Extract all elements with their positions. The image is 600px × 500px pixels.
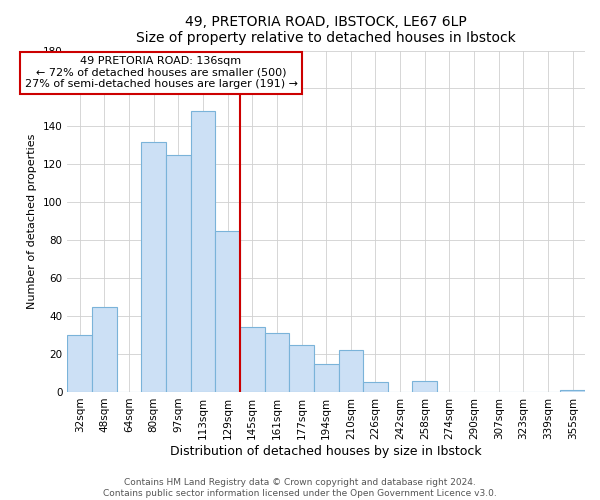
Bar	[191, 111, 215, 392]
Bar	[240, 328, 265, 392]
Bar	[215, 230, 240, 392]
Bar	[92, 306, 116, 392]
Bar	[289, 344, 314, 392]
Bar	[412, 380, 437, 392]
Text: 49 PRETORIA ROAD: 136sqm
← 72% of detached houses are smaller (500)
27% of semi-: 49 PRETORIA ROAD: 136sqm ← 72% of detach…	[25, 56, 298, 90]
Bar	[338, 350, 363, 392]
Bar	[142, 142, 166, 392]
Title: 49, PRETORIA ROAD, IBSTOCK, LE67 6LP
Size of property relative to detached house: 49, PRETORIA ROAD, IBSTOCK, LE67 6LP Siz…	[136, 15, 516, 45]
Text: Contains HM Land Registry data © Crown copyright and database right 2024.
Contai: Contains HM Land Registry data © Crown c…	[103, 478, 497, 498]
Y-axis label: Number of detached properties: Number of detached properties	[27, 134, 37, 309]
Bar	[67, 335, 92, 392]
Bar	[314, 364, 338, 392]
Bar	[166, 155, 191, 392]
Bar	[560, 390, 585, 392]
X-axis label: Distribution of detached houses by size in Ibstock: Distribution of detached houses by size …	[170, 444, 482, 458]
Bar	[363, 382, 388, 392]
Bar	[265, 333, 289, 392]
